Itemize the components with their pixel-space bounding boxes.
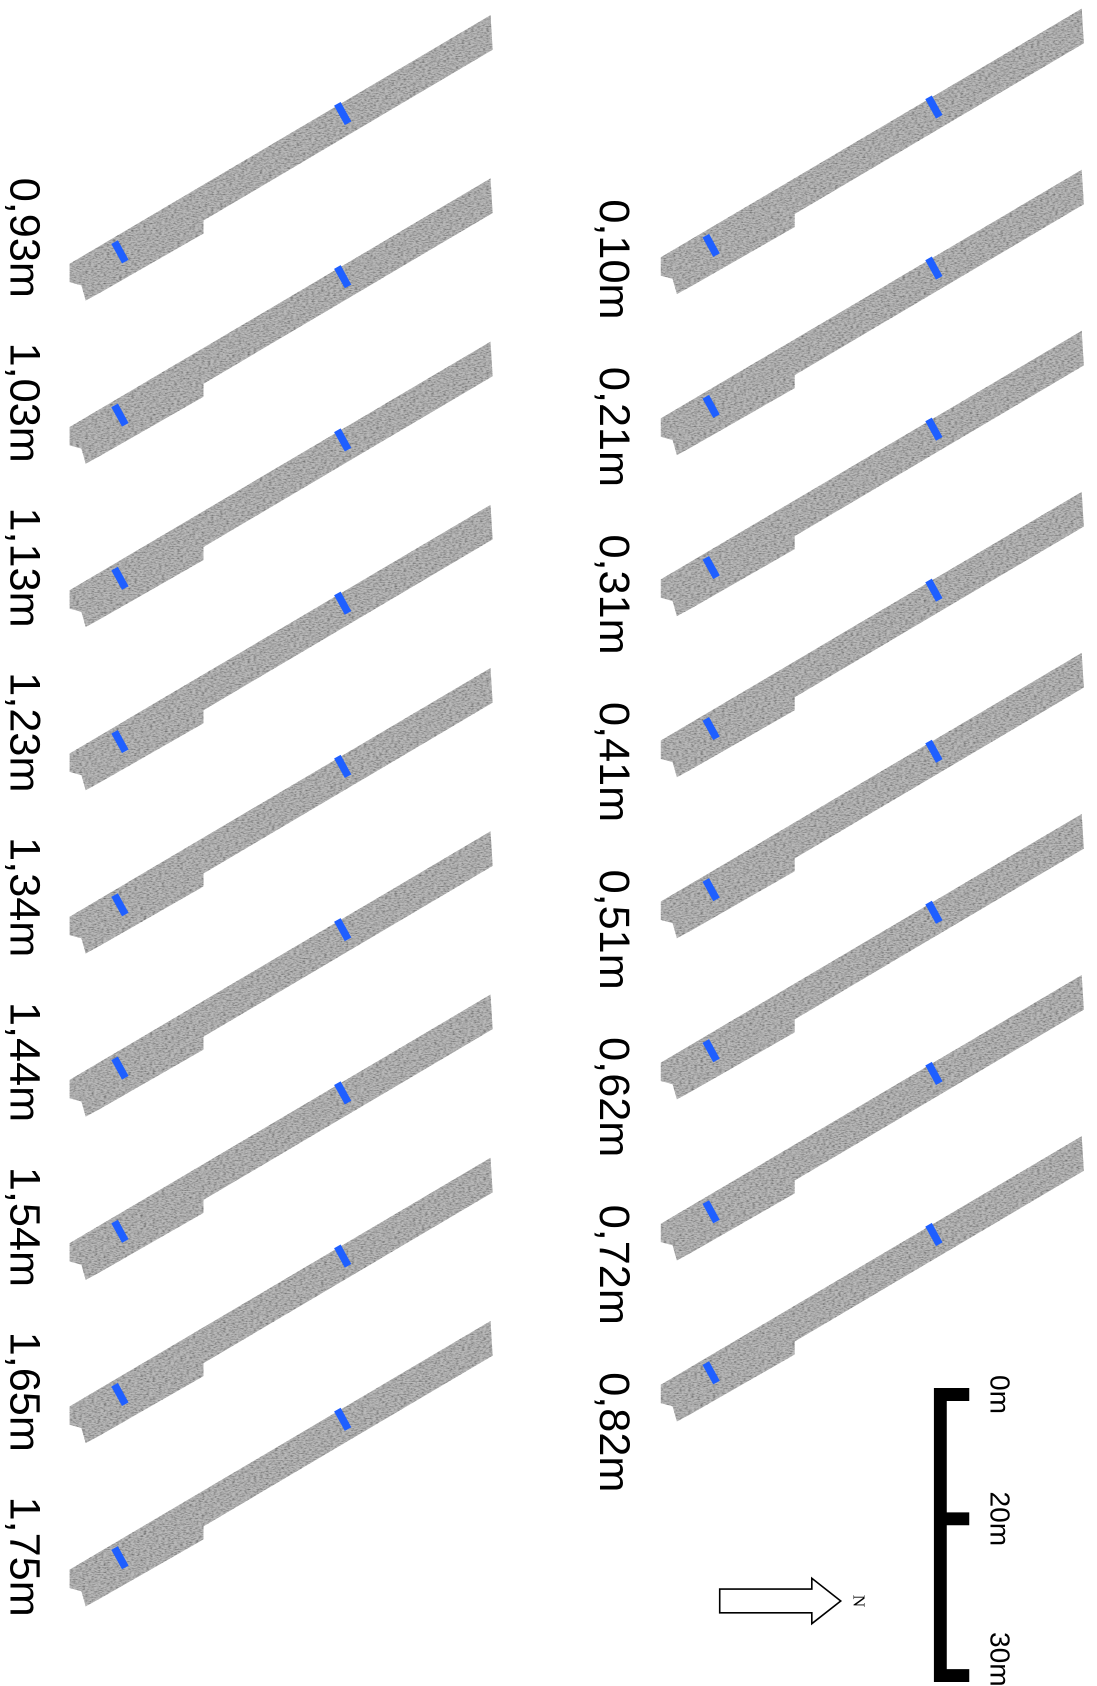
slice-label: 1,34m: [1, 837, 49, 957]
slice-image: [661, 492, 1084, 777]
north-label: N: [850, 1595, 869, 1608]
scale-label: 0m: [985, 1375, 1016, 1414]
slice-label: 1,75m: [1, 1497, 49, 1617]
slices: [70, 9, 1084, 1607]
slice-label: 0,82m: [590, 1372, 638, 1492]
slice-image: [661, 814, 1084, 1099]
scale-bar: 0m 20m 30m: [940, 1375, 1015, 1686]
slice-label: 0,31m: [590, 534, 638, 654]
slice-label: 1,13m: [1, 507, 49, 627]
slice-label: 0,10m: [590, 199, 638, 319]
slice-label: 0,93m: [1, 178, 49, 298]
slice-image: [70, 831, 493, 1116]
slice-image: [661, 1136, 1084, 1421]
slice-image: [70, 1321, 493, 1606]
slice-image: [661, 170, 1084, 455]
slice-label: 1,03m: [1, 343, 49, 463]
slice-label: 1,54m: [1, 1167, 49, 1287]
slice-image: [661, 653, 1084, 938]
north-arrow-shape: [720, 1578, 841, 1623]
slice-image: [70, 342, 493, 627]
slice-image: [661, 9, 1084, 294]
slice-image: [70, 15, 493, 300]
slice-image: [70, 178, 493, 463]
scale-label: 20m: [985, 1491, 1016, 1546]
slice-image: [661, 331, 1084, 616]
slice-label: 0,41m: [590, 702, 638, 822]
slice-label: 0,62m: [590, 1037, 638, 1157]
slice-label: 1,65m: [1, 1332, 49, 1452]
scale-label: 30m: [985, 1632, 1016, 1686]
slice-label: 0,51m: [590, 870, 638, 990]
north-arrow: N: [720, 1578, 869, 1623]
slice-label: 0,21m: [590, 367, 638, 487]
slice-label: 1,44m: [1, 1002, 49, 1122]
slice-label: 1,23m: [1, 672, 49, 792]
slice-image: [661, 975, 1084, 1260]
slice-label: 0,72m: [590, 1205, 638, 1325]
scale-bar-line: [940, 1394, 969, 1675]
slice-image: [70, 505, 493, 790]
slice-image: [70, 995, 493, 1280]
figure: 0,10m 0,21m 0,31m 0,41m 0,51m 0,62m 0,72m 0,82m…: [0, 0, 1097, 1686]
figure-content: 0,10m 0,21m 0,31m 0,41m 0,51m 0,62m 0,72m 0,82m…: [1, 9, 1084, 1686]
slice-image: [70, 668, 493, 953]
slice-image: [70, 1158, 493, 1443]
